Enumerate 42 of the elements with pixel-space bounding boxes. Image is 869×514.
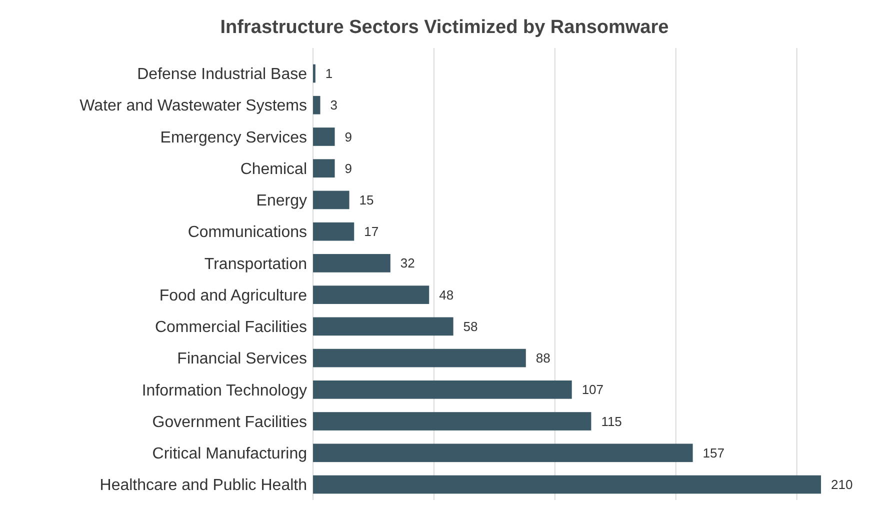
- data-label: 9: [344, 129, 352, 144]
- data-label: 107: [582, 382, 604, 398]
- y-tick-label: Food and Agriculture: [159, 287, 308, 304]
- data-label: 1: [325, 66, 333, 82]
- y-tick-label: Water and Wastewater Systems: [80, 98, 307, 115]
- bar: [313, 348, 526, 368]
- bar: [313, 317, 454, 336]
- data-label: 17: [364, 224, 379, 240]
- data-label: 210: [831, 477, 853, 492]
- y-tick-label: Transportation: [204, 256, 307, 273]
- data-label: 32: [400, 256, 415, 271]
- bar: [313, 286, 430, 304]
- y-tick-label: Chemical: [240, 160, 307, 178]
- data-label: 58: [463, 318, 478, 334]
- y-tick-label: Healthcare and Public Health: [100, 477, 307, 494]
- data-label: 3: [330, 98, 338, 113]
- y-tick-label: Defense Industrial Base: [137, 66, 308, 84]
- data-label: 15: [359, 192, 374, 208]
- y-tick-label: Information Technology: [142, 382, 307, 400]
- data-label: 48: [439, 287, 454, 302]
- bar: [313, 159, 335, 178]
- bar: [313, 96, 320, 114]
- y-tick-label: Financial Services: [177, 350, 307, 368]
- bar: [313, 222, 354, 241]
- data-label: 9: [344, 160, 352, 176]
- y-tick-label: Energy: [256, 192, 307, 210]
- bar: [313, 128, 335, 146]
- y-tick-label: Emergency Services: [160, 129, 307, 146]
- bar: [313, 380, 572, 399]
- data-label: 88: [536, 350, 550, 366]
- y-tick-label: Government Facilities: [152, 414, 307, 431]
- bar: [313, 190, 350, 210]
- y-tick-label: Commercial Facilities: [154, 319, 307, 336]
- bar: [313, 475, 821, 494]
- bar: [313, 444, 693, 462]
- y-tick-label: Communications: [188, 224, 307, 242]
- bar: [313, 412, 592, 430]
- data-label: 115: [601, 414, 622, 429]
- chart-title: Infrastructure Sectors Victimized by Ransomware: [220, 17, 669, 38]
- y-tick-label: Critical Manufacturing: [152, 445, 307, 462]
- data-label: 157: [702, 445, 724, 460]
- bar: [313, 254, 390, 272]
